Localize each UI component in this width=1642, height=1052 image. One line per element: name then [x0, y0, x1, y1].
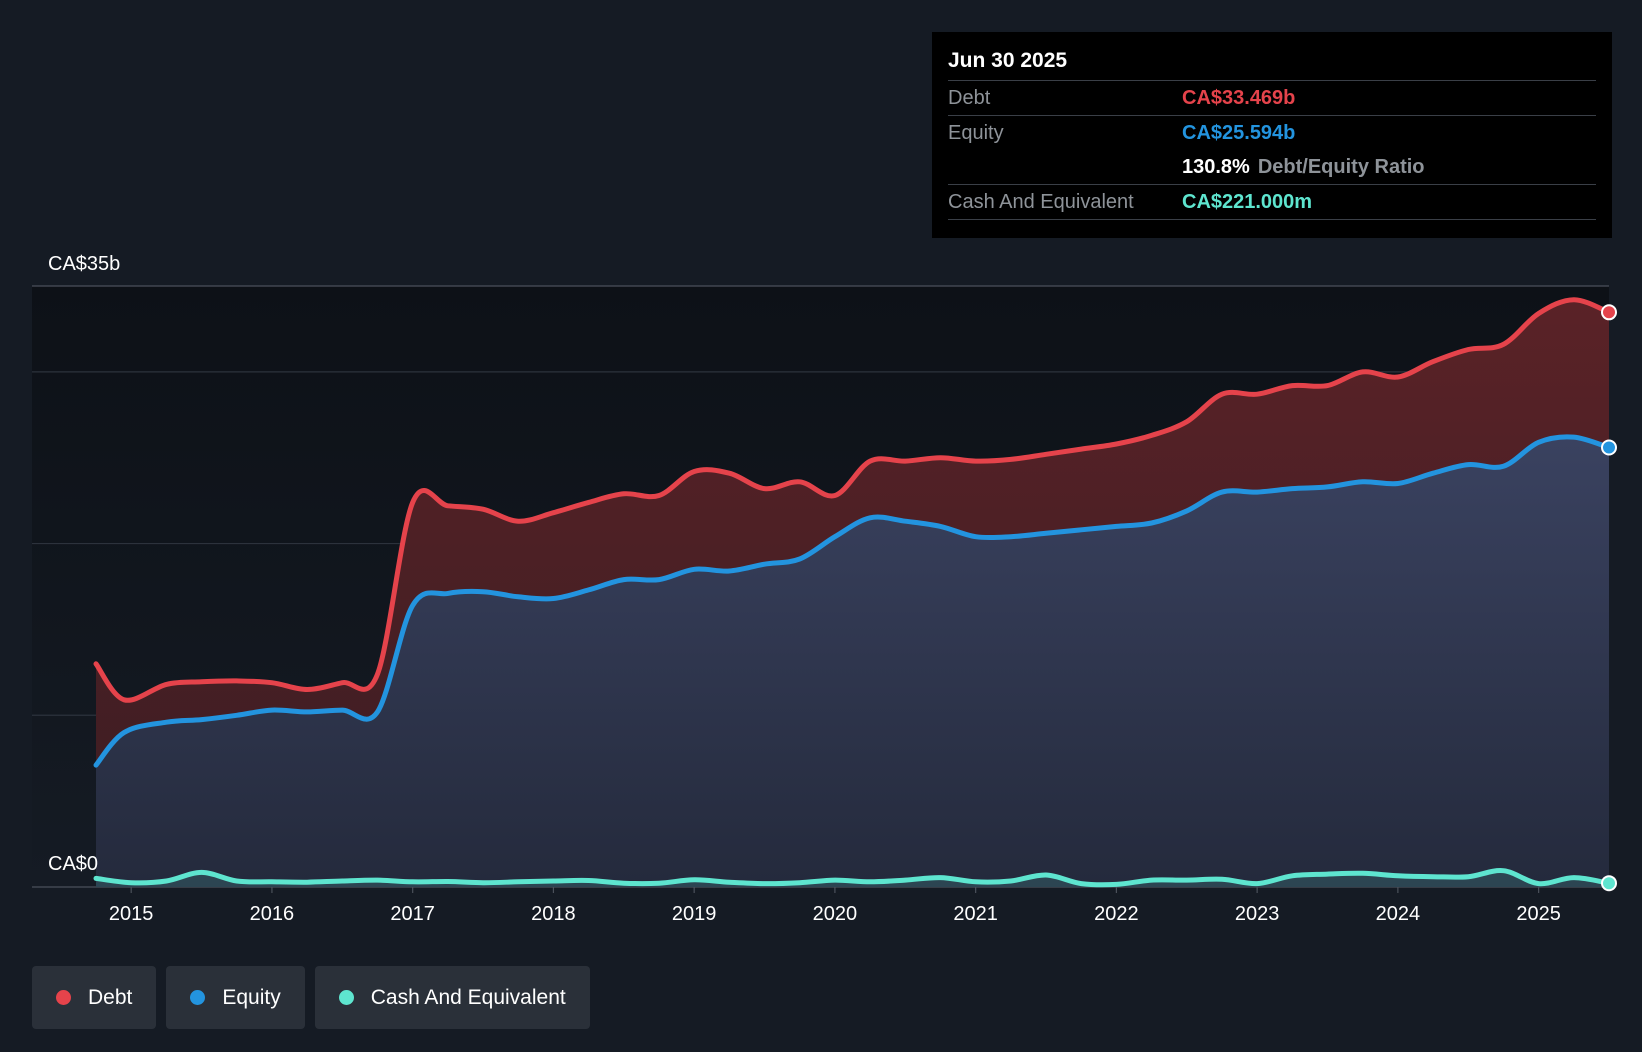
x-tick-label-2022: 2022 [1094, 903, 1139, 925]
debt-line [93, 297, 1612, 703]
legend-cash-label: Cash And Equivalent [370, 985, 566, 1009]
cash-endpoint [1601, 875, 1617, 892]
x-tick-label-2018: 2018 [531, 903, 576, 925]
x-tick-label-2016: 2016 [250, 903, 295, 925]
tooltip-equity-value: CA$25.594b [1182, 121, 1296, 144]
x-tick-label-2021: 2021 [953, 903, 998, 925]
tooltip-cash-label: Cash And Equivalent [948, 190, 1134, 213]
x-axis-ticks: 2015 2016 2017 2018 2019 2020 2021 2022 2023 2024… [109, 887, 1561, 925]
equity-endpoint [1601, 439, 1617, 456]
equity-area [96, 436, 1609, 887]
tooltip-debt-row: Debt CA$33.469b [948, 80, 1596, 115]
legend-equity-label: Equity [222, 985, 281, 1009]
tooltip-ratio-label: Debt/Equity Ratio [1257, 155, 1425, 178]
legend-item-equity[interactable]: Equity [166, 966, 305, 1029]
x-tick-label-2019: 2019 [672, 903, 717, 925]
legend-item-debt[interactable]: Debt [32, 966, 157, 1029]
series-areas [96, 299, 1609, 887]
x-tick-label-2025: 2025 [1516, 903, 1561, 925]
cash-dot-icon [338, 990, 354, 1005]
legend-debt-label: Debt [88, 985, 133, 1009]
tooltip-ratio-value: 130.8% [1182, 155, 1250, 178]
debt-dot-icon [56, 990, 71, 1005]
tooltip-cash-row: Cash And Equivalent CA$221.000m [948, 184, 1596, 220]
y-axis-zero-label: CA$0 [48, 853, 98, 875]
debt-endpoint [1601, 304, 1617, 321]
tooltip-debt-label: Debt [948, 86, 991, 109]
x-tick-label-2023: 2023 [1235, 903, 1280, 925]
tooltip-date: Jun 30 2025 [948, 49, 1068, 72]
y-axis-max-label: CA$35b [48, 253, 120, 275]
legend-item-cash[interactable]: Cash And Equivalent [314, 966, 590, 1029]
tooltip-equity-label: Equity [948, 121, 1004, 144]
x-tick-label-2015: 2015 [109, 903, 154, 925]
chart-legend: Debt Equity Cash And Equivalent [32, 966, 590, 1029]
cash-line [93, 868, 1612, 888]
tooltip-debt-value: CA$33.469b [1182, 86, 1296, 109]
x-tick-label-2020: 2020 [813, 903, 858, 925]
tooltip-ratio-row: 130.8% Debt/Equity Ratio [948, 150, 1596, 184]
x-tick-label-2024: 2024 [1376, 903, 1421, 925]
tooltip-equity-row: Equity CA$25.594b [948, 115, 1596, 150]
x-tick-label-2017: 2017 [390, 903, 435, 925]
series-endpoints [1601, 304, 1617, 892]
chart-tooltip: Jun 30 2025 Debt CA$33.469b Equity CA$25… [932, 32, 1612, 238]
equity-dot-icon [190, 990, 206, 1005]
series-lines [93, 297, 1612, 888]
tooltip-cash-value: CA$221.000m [1182, 190, 1313, 213]
equity-line [93, 434, 1612, 768]
